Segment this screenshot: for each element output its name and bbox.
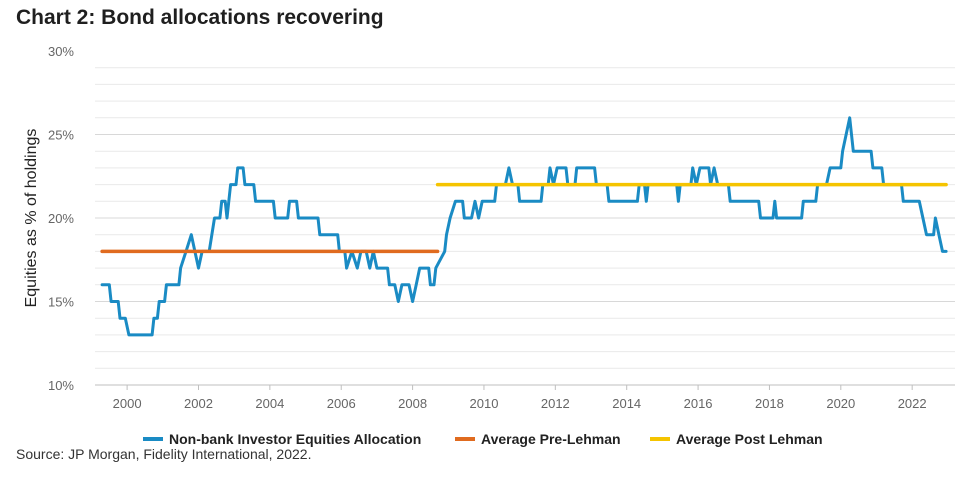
x-tick-label: 2018	[755, 396, 784, 411]
chart-title: Chart 2: Bond allocations recovering	[16, 6, 384, 29]
grid-lines	[95, 67, 955, 386]
x-tick-label: 2022	[898, 396, 927, 411]
x-tick-label: 2004	[255, 396, 284, 411]
legend-label: Average Pre-Lehman	[481, 431, 621, 447]
legend: Non-bank Investor Equities Allocation Ave…	[143, 431, 823, 447]
x-tick-label: 2002	[184, 396, 213, 411]
x-tick-label: 2020	[826, 396, 855, 411]
x-tick-label: 2000	[113, 396, 142, 411]
x-tick-label: 2008	[398, 396, 427, 411]
source-note: Source: JP Morgan, Fidelity Internationa…	[16, 446, 312, 462]
x-tick-label: 2014	[612, 396, 641, 411]
legend-label: Non-bank Investor Equities Allocation	[169, 431, 421, 447]
legend-label: Average Post Lehman	[676, 431, 823, 447]
x-tick-label: 2006	[327, 396, 356, 411]
y-tick-label: 15%	[48, 295, 74, 310]
y-tick-label: 20%	[48, 211, 74, 226]
x-tick-label: 2016	[684, 396, 713, 411]
x-tick-label: 2010	[470, 396, 499, 411]
x-axis-ticks: 2000 2002 2004 2006 2008 2010 2012 2014 2016 2018…	[113, 385, 927, 411]
y-tick-label: 10%	[48, 378, 74, 393]
y-axis-ticks: 10% 15% 20% 25% 30%	[48, 44, 74, 393]
y-tick-label: 25%	[48, 128, 74, 143]
series-equities-allocation-line	[100, 116, 948, 337]
x-tick-label: 2012	[541, 396, 570, 411]
y-tick-label: 30%	[48, 44, 74, 59]
series-lines	[100, 116, 948, 337]
y-axis-label: Equities as % of holdings	[23, 129, 40, 308]
